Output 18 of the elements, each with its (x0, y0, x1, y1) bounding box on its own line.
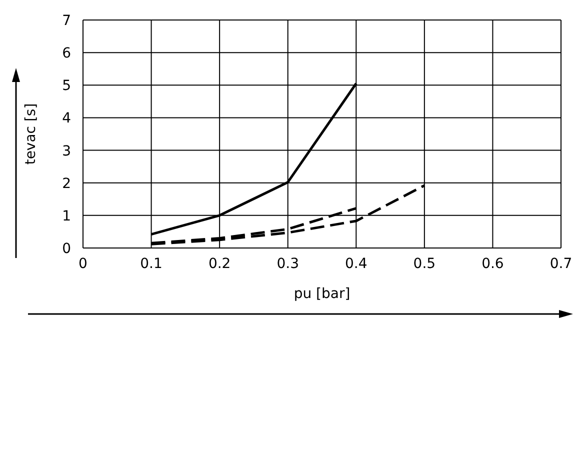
y-tick-label: 3 (62, 143, 71, 160)
x-axis-title: pu [bar] (294, 286, 350, 302)
y-tick-label: 5 (62, 78, 71, 94)
x-tick-label: 0.5 (413, 256, 436, 272)
x-tick-label: 0 (78, 256, 88, 272)
y-axis-title: tevac [s] (22, 103, 39, 165)
x-tick-label: 0.4 (345, 256, 368, 272)
y-tick-label: 6 (62, 46, 72, 62)
y-tick-label: 2 (62, 176, 71, 192)
x-tick-label: 0.7 (550, 256, 572, 272)
x-tick-label: 0.3 (276, 256, 299, 272)
y-tick-label: 0 (62, 240, 71, 257)
x-tick-label: 0.2 (208, 256, 231, 272)
y-tick-label: 7 (62, 12, 71, 29)
x-tick-label: 0.6 (482, 256, 504, 272)
y-tick-label: 1 (62, 208, 71, 224)
y-tick-label: 4 (62, 110, 72, 127)
x-tick-label: 0.1 (140, 256, 162, 272)
